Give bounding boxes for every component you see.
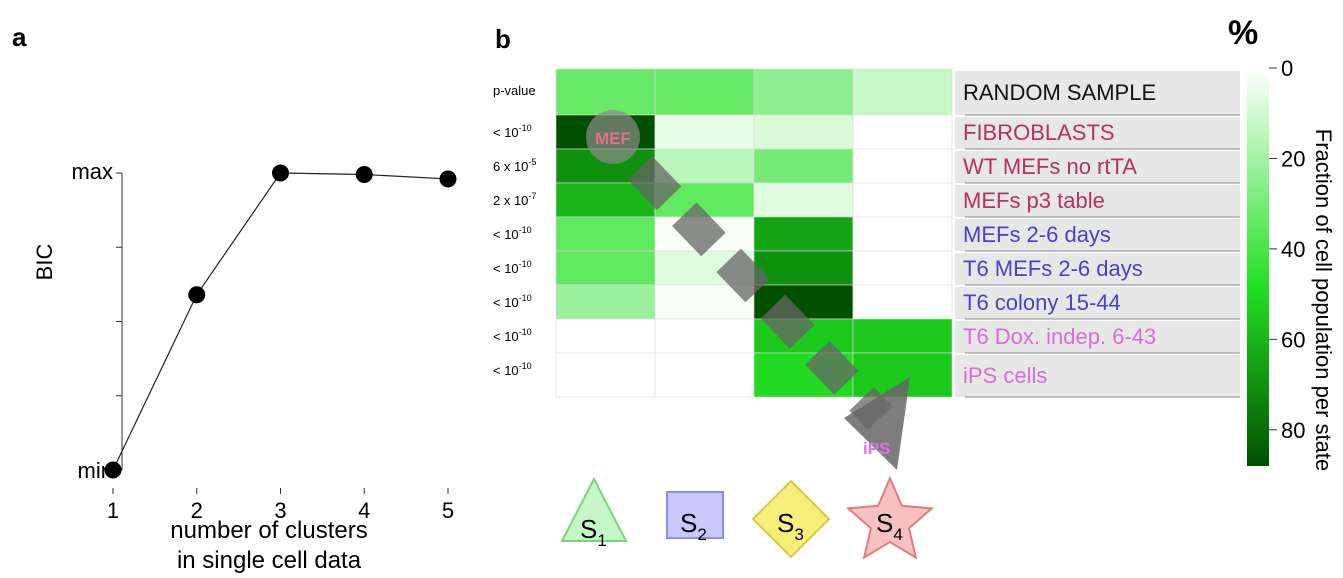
row-label: T6 MEFs 2-6 days (963, 256, 1143, 281)
heatmap-cell (852, 284, 953, 320)
state-label-s1: S1 (580, 514, 607, 550)
row-label-bg (955, 355, 1240, 397)
heatmap-cell (654, 318, 755, 354)
row-label: MEFs 2-6 days (963, 222, 1111, 247)
mef-marker-circle (586, 110, 640, 164)
bic-series-line (112, 172, 449, 471)
row-label-bg (955, 185, 1240, 217)
pvalue-label: < 10-10 (493, 293, 532, 310)
panel-b-letter: b (495, 24, 511, 54)
row-label-bg (955, 253, 1240, 285)
heatmap-cell (555, 250, 656, 286)
trajectory-arrow-line (627, 156, 893, 430)
mef-marker-label: MEF (595, 129, 631, 148)
heatmap-cell (654, 68, 755, 116)
row-label-bg (955, 71, 1240, 115)
trajectory-arrowhead (844, 377, 910, 470)
heatmap-cell (852, 318, 953, 354)
row-label: RANDOM SAMPLE (963, 80, 1156, 105)
heatmap-cell (753, 148, 854, 184)
heatmap-cell (555, 284, 656, 320)
pvalue-label: 6 x 10-5 (493, 157, 536, 174)
colorbar: 0 20 40 60 80 (1247, 56, 1305, 466)
colorbar-tick-label: 60 (1281, 327, 1305, 352)
bic-data-point (104, 461, 122, 479)
heatmap-cell (654, 114, 755, 150)
ips-marker-label: iPS (863, 439, 890, 458)
state-label-s4: S4 (876, 508, 903, 544)
x-tick-label: 5 (442, 498, 454, 523)
panel-a-letter: a (12, 22, 27, 52)
state-s2-square-icon (666, 491, 724, 539)
colorbar-title: % (1228, 14, 1258, 52)
heatmap-cell (555, 318, 656, 354)
heatmap-cell (852, 250, 953, 286)
x-tick-label: 2 (191, 498, 203, 523)
heatmap-cell (555, 68, 656, 116)
heatmap-cell (555, 216, 656, 252)
row-label: MEFs p3 table (963, 188, 1105, 213)
heatmap-cell (852, 216, 953, 252)
x-tick-label: 1 (107, 498, 119, 523)
bic-data-point (439, 170, 457, 188)
state-heatmap (555, 68, 953, 398)
bic-data-point (188, 286, 206, 304)
heatmap-cell (852, 114, 953, 150)
state-legend: S1 S2 S3 S4 (560, 475, 935, 560)
colorbar-gradient (1247, 68, 1269, 466)
row-label-bg (955, 219, 1240, 251)
pvalue-label: < 10-10 (493, 259, 532, 276)
row-label: FIBROBLASTS (963, 120, 1115, 145)
bic-data-point (272, 164, 289, 182)
bic-data-point (355, 165, 373, 183)
heatmap-cell (753, 68, 854, 116)
trajectory-overlay: MEF iPS (586, 110, 910, 470)
row-label: T6 colony 15-44 (963, 290, 1121, 315)
heatmap-cell (555, 352, 656, 398)
state-s4-star-icon (845, 475, 935, 560)
heatmap-cell (753, 114, 854, 150)
pvalue-label: < 10-10 (493, 123, 532, 140)
pvalue-label: p-value (493, 83, 536, 98)
pvalue-label: 2 x 10-7 (493, 191, 536, 208)
x-tick-label: 3 (274, 498, 286, 523)
state-label-s2: S2 (680, 508, 707, 544)
colorbar-tick-label: 80 (1281, 418, 1305, 443)
pvalue-column: p-value < 10-10 6 x 10-5 2 x 10-7 < 10-10 < 1… (493, 83, 536, 378)
colorbar-tick-label: 0 (1281, 56, 1293, 81)
row-label: T6 Dox. indep. 6-43 (963, 324, 1156, 349)
colorbar-tick-label: 20 (1281, 146, 1305, 171)
pvalue-label: < 10-10 (493, 327, 532, 344)
x-axis-label-line2: in single cell data (177, 547, 362, 574)
y-tick-max: max (71, 159, 113, 184)
row-label-bg (955, 321, 1240, 353)
heatmap-cell (753, 250, 854, 286)
heatmap-cell (852, 148, 953, 184)
heatmap-cell (852, 182, 953, 218)
row-label: WT MEFs no rtTA (963, 154, 1137, 179)
colorbar-tick-label: 40 (1281, 237, 1305, 262)
row-label: iPS cells (963, 363, 1047, 388)
state-s3-diamond-icon (751, 479, 831, 559)
row-label-bg (955, 287, 1240, 319)
state-s1-triangle-icon (560, 476, 628, 542)
heatmap-cell (654, 352, 755, 398)
row-label-bg (955, 151, 1240, 183)
row-label-column: RANDOM SAMPLE FIBROBLASTS WT MEFs no rtTA M… (955, 71, 1240, 398)
row-label-bg (955, 117, 1240, 149)
heatmap-cell (753, 182, 854, 218)
x-tick-label: 4 (358, 498, 370, 523)
bic-y-axis-label: BIC (32, 244, 57, 281)
heatmap-cell (852, 68, 953, 116)
heatmap-cell (753, 216, 854, 252)
x-axis-label-line1: number of clusters (170, 517, 367, 544)
colorbar-label: Fraction of cell population per state (1311, 129, 1336, 471)
bic-line-chart: 1 2 3 4 5 (104, 164, 457, 523)
pvalue-label: < 10-10 (493, 225, 532, 242)
y-tick-min: min (78, 458, 113, 483)
pvalue-label: < 10-10 (493, 361, 532, 378)
state-label-s3: S3 (777, 508, 804, 544)
